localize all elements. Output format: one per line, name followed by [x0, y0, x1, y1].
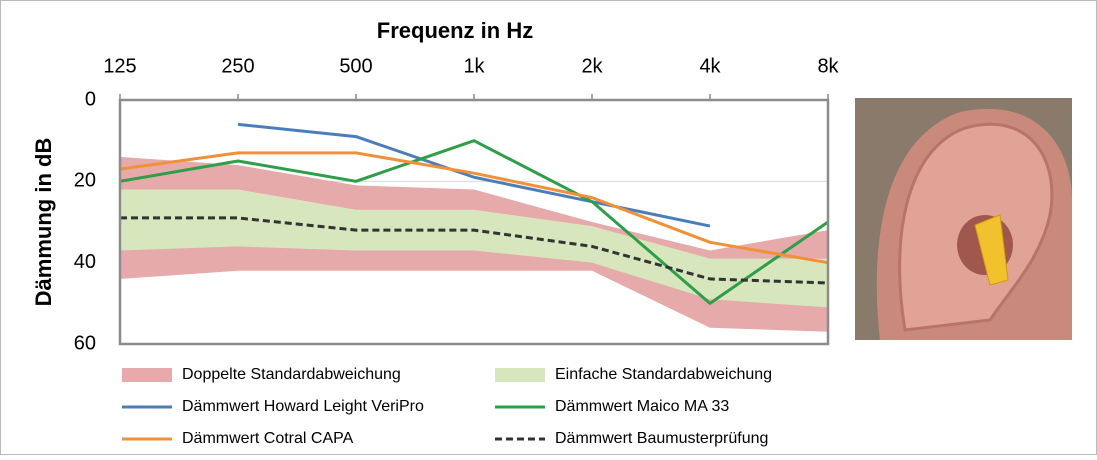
x-tick-label: 125 — [103, 55, 136, 77]
y-tick-label: 40 — [74, 251, 96, 273]
series-line — [120, 216, 829, 285]
x-tick-label: 500 — [339, 55, 372, 77]
y-tick-label: 20 — [74, 170, 96, 192]
series-line — [119, 151, 829, 265]
band — [120, 189, 828, 308]
legend-label: Dämmwert Cotral CAPA — [182, 430, 354, 447]
x-tick-label: 1k — [463, 55, 485, 77]
y-tick-label: 0 — [85, 88, 96, 110]
legend-label: Dämmwert Howard Leight VeriPro — [182, 398, 424, 415]
ear-photo — [855, 98, 1072, 340]
y-axis-label: Dämmung in dB — [31, 138, 56, 307]
legend-label: Dämmwert Baumusterprüfung — [555, 430, 768, 447]
legend-label: Doppelte Standardabweichung — [182, 366, 401, 383]
y-tick-label: 60 — [74, 332, 96, 354]
series-line — [119, 139, 829, 305]
chart-title: Frequenz in Hz — [377, 18, 533, 43]
earplug — [974, 214, 1009, 286]
legend-label: Dämmwert Maico MA 33 — [555, 398, 729, 415]
x-tick-label: 250 — [221, 55, 254, 77]
series-line — [237, 122, 711, 228]
legend-swatch — [122, 368, 172, 382]
x-tick-label: 2k — [581, 55, 603, 77]
x-tick-label: 8k — [817, 55, 839, 77]
plot-border — [118, 98, 830, 346]
legend-label: Einfache Standardabweichung — [555, 366, 772, 383]
legend-swatch — [495, 368, 545, 382]
x-tick-label: 4k — [699, 55, 721, 77]
